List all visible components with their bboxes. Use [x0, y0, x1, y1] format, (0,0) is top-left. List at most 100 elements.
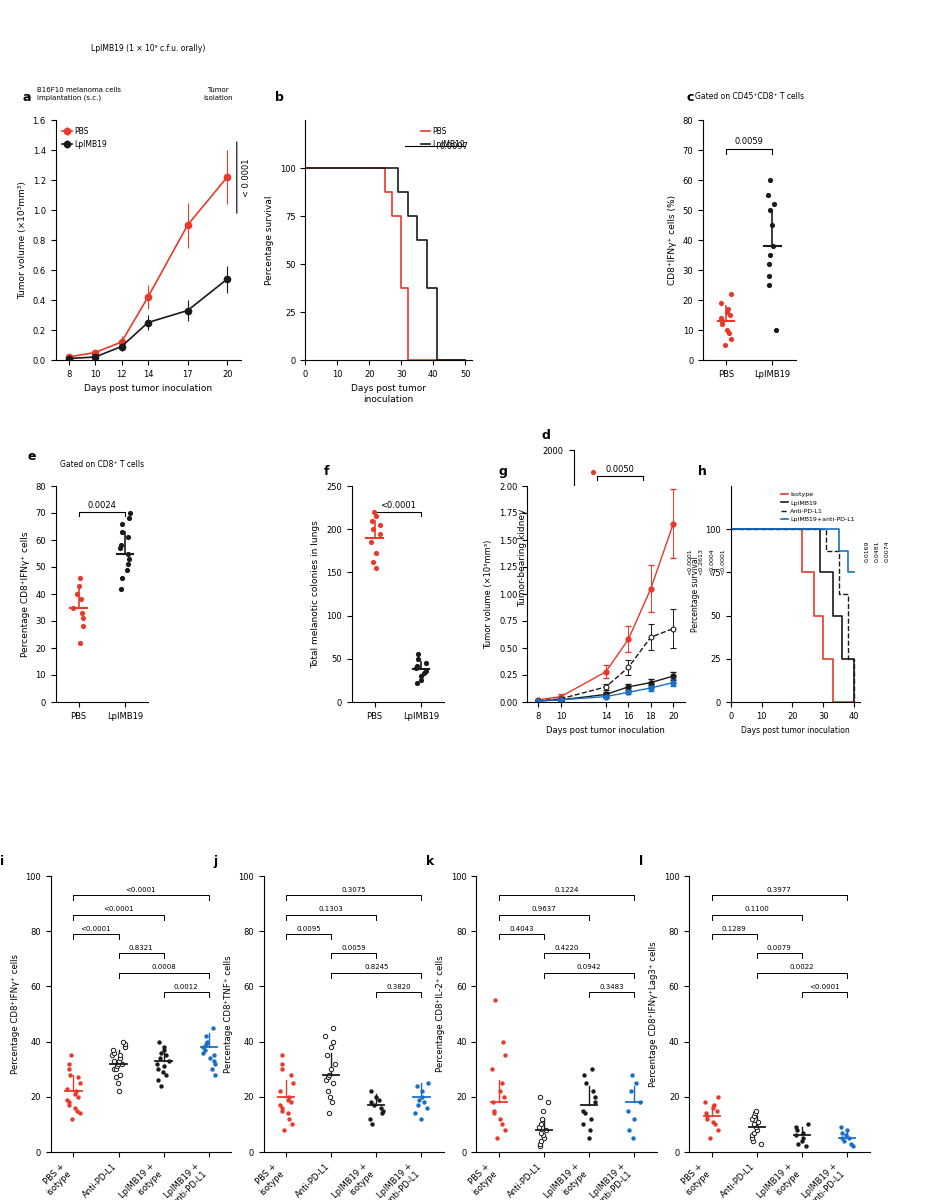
Point: [538, 1121, 553, 1140]
Point: [833, 1117, 848, 1136]
Y-axis label: Percentage CD8⁺IFNγ⁺ cells: Percentage CD8⁺IFNγ⁺ cells: [20, 532, 30, 656]
Point: [364, 1115, 379, 1134]
Point: [414, 671, 429, 690]
Point: [592, 542, 607, 562]
Point: [748, 1102, 763, 1121]
Point: [117, 1034, 132, 1054]
Text: 0.3483: 0.3483: [599, 984, 624, 990]
Point: [326, 1073, 340, 1092]
Y-axis label: Tumor volume (×10³mm³): Tumor volume (×10³mm³): [18, 181, 27, 299]
Point: [703, 1128, 718, 1147]
Point: [62, 1054, 77, 1073]
Text: 0.4220: 0.4220: [554, 946, 579, 952]
Isotype: [787, 522, 798, 536]
Point: [800, 1115, 815, 1134]
Point: [761, 254, 776, 274]
LpIMB19: [431, 353, 442, 367]
Point: [540, 1093, 555, 1112]
Text: h: h: [698, 466, 708, 478]
Point: [632, 538, 647, 557]
Point: [762, 275, 777, 294]
Point: [485, 1060, 500, 1079]
Text: 0.0024: 0.0024: [87, 500, 117, 510]
Point: [327, 1054, 342, 1073]
Point: [638, 553, 653, 572]
Point: [70, 1068, 85, 1087]
Point: [366, 552, 381, 571]
Point: [708, 1115, 722, 1134]
Point: [155, 1062, 170, 1081]
Point: [411, 1096, 426, 1115]
Point: [197, 1040, 212, 1060]
Point: [420, 1073, 435, 1092]
Point: [62, 1066, 77, 1085]
Point: [158, 1045, 173, 1066]
Point: [364, 1109, 378, 1128]
Point: [106, 1043, 121, 1062]
Point: [762, 200, 777, 220]
Point: [156, 1040, 171, 1060]
Point: [487, 1102, 501, 1121]
Point: [62, 1060, 77, 1079]
Point: [162, 1051, 177, 1070]
Point: [586, 462, 600, 481]
Text: f: f: [324, 466, 329, 478]
Point: [486, 1093, 500, 1112]
Point: [376, 1102, 390, 1121]
Point: [709, 1102, 724, 1121]
Point: [76, 608, 91, 628]
Point: [710, 1087, 725, 1106]
Point: [272, 1081, 287, 1100]
Point: [196, 1043, 211, 1062]
Point: [764, 216, 779, 235]
Point: [113, 535, 128, 554]
Point: [532, 1117, 547, 1136]
LpIMB19: [460, 353, 471, 367]
Point: [274, 1098, 289, 1117]
Text: 0.0095: 0.0095: [296, 925, 321, 931]
Y-axis label: Percentage CD8⁺IL-2⁺ cells: Percentage CD8⁺IL-2⁺ cells: [437, 955, 445, 1073]
Point: [536, 1126, 550, 1145]
Text: a: a: [22, 91, 31, 103]
Point: [710, 1121, 725, 1140]
Point: [789, 1117, 804, 1136]
Y-axis label: Percentage CD8⁺IFNγ⁺ cells: Percentage CD8⁺IFNγ⁺ cells: [11, 954, 19, 1074]
Text: l: l: [638, 854, 643, 868]
Point: [747, 1104, 762, 1123]
Point: [120, 528, 135, 547]
Point: [769, 320, 783, 340]
PBS: [380, 185, 391, 199]
Point: [152, 1032, 166, 1051]
Text: LpIMB19 (1 × 10⁹ c.f.u. orally): LpIMB19 (1 × 10⁹ c.f.u. orally): [91, 43, 205, 53]
LpIMB19: [380, 161, 391, 175]
Point: [205, 1060, 220, 1079]
Y-axis label: Total melanotic colonies in lungs: Total melanotic colonies in lungs: [312, 520, 320, 668]
Point: [577, 1104, 592, 1123]
X-axis label: Days post tumor
inoculation: Days post tumor inoculation: [351, 384, 426, 403]
PBS: [300, 161, 311, 175]
LpIMB19: [802, 522, 813, 536]
Y-axis label: Percentage survival: Percentage survival: [265, 196, 274, 284]
Isotype: [725, 522, 736, 536]
Point: [113, 1066, 128, 1085]
Point: [73, 568, 88, 587]
Text: e: e: [28, 450, 36, 463]
Text: 0.1303: 0.1303: [319, 906, 344, 912]
Point: [533, 1087, 548, 1106]
Point: [373, 515, 388, 534]
Point: [633, 1093, 648, 1112]
Point: [200, 1032, 215, 1051]
Point: [117, 1038, 132, 1057]
Point: [121, 509, 136, 528]
Point: [624, 1066, 639, 1085]
Text: <0.0001: <0.0001: [721, 548, 726, 575]
Point: [317, 1026, 332, 1045]
Point: [763, 245, 778, 264]
Point: [713, 293, 728, 312]
Text: 0.1100: 0.1100: [745, 906, 770, 912]
Point: [112, 1049, 127, 1068]
Point: [790, 1121, 805, 1140]
Point: [621, 1102, 635, 1121]
LpIMB19: [836, 652, 847, 666]
Point: [584, 559, 598, 578]
